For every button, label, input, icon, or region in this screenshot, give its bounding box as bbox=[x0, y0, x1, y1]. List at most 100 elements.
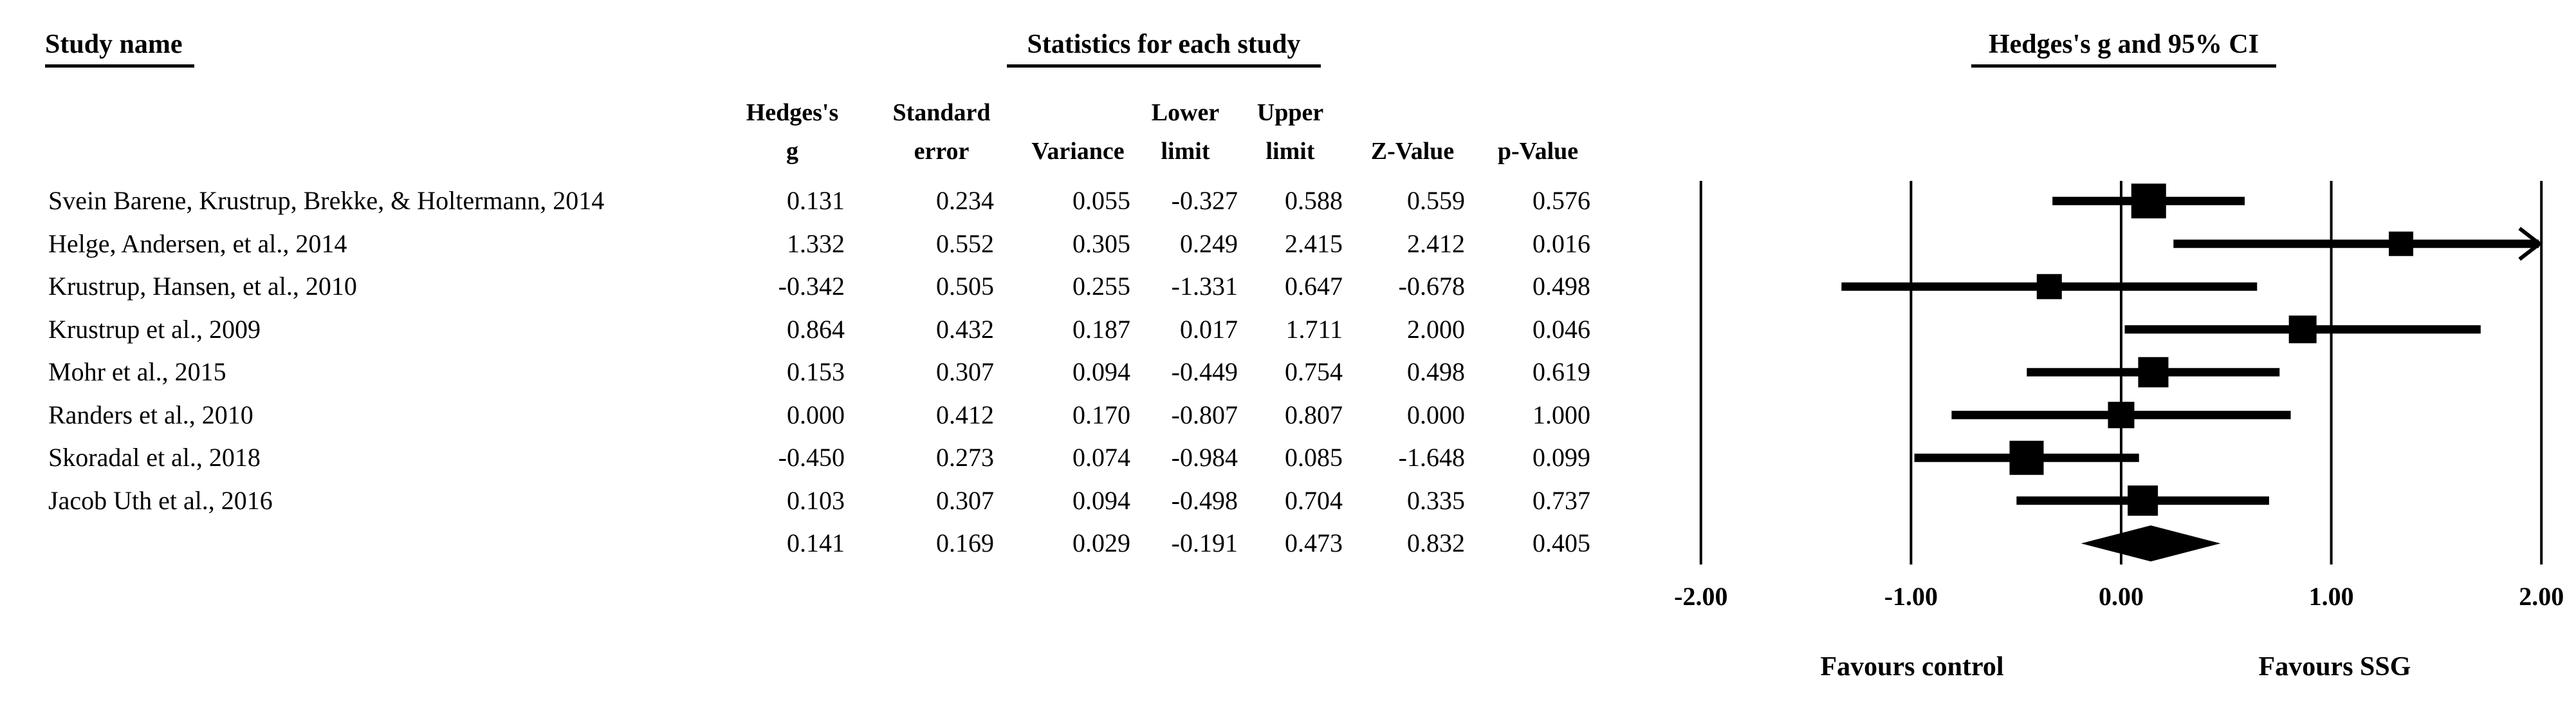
effect-marker bbox=[2138, 357, 2169, 388]
stat-cell-g: 0.141 bbox=[787, 528, 845, 557]
column-header-line2: g bbox=[786, 138, 798, 165]
column-header: Standard error bbox=[889, 93, 994, 171]
effect-marker bbox=[2009, 440, 2044, 475]
stat-cell-g: 0.864 bbox=[787, 314, 845, 344]
stat-cell-p: 0.405 bbox=[1532, 528, 1590, 557]
stat-cell-z: -1.648 bbox=[1398, 443, 1465, 472]
study-name-cell: Randers et al., 2010 bbox=[48, 400, 253, 429]
stat-cell-se: 0.432 bbox=[936, 314, 994, 344]
column-header: Variance bbox=[1026, 93, 1130, 171]
stat-column-z: 0.559 2.412 -0.678 2.000 0.498 0.000 -1.648 0.3… bbox=[1360, 180, 1465, 565]
effect-marker bbox=[2288, 315, 2317, 344]
stat-cell-z: 0.832 bbox=[1407, 528, 1465, 557]
column-header: Lower limit bbox=[1133, 93, 1238, 171]
stat-cell-p: 0.576 bbox=[1532, 186, 1590, 215]
stat-cell-p: 0.046 bbox=[1532, 314, 1590, 344]
effect-marker bbox=[2128, 485, 2158, 516]
study-name-cell: Skoradal et al., 2018 bbox=[48, 443, 261, 472]
statistics-section-title: Statistics for each study bbox=[1007, 30, 1321, 68]
stat-cell-p: 0.737 bbox=[1532, 485, 1590, 515]
x-axis-tick-label: -2.00 bbox=[1674, 582, 1728, 611]
stat-cell-lower: -1.331 bbox=[1171, 272, 1238, 301]
stat-cell-upper: 0.473 bbox=[1285, 528, 1343, 557]
study-name-cell: Krustrup et al., 2009 bbox=[48, 314, 261, 344]
stat-cell-se: 0.169 bbox=[936, 528, 994, 557]
study-name-cell: Svein Barene, Krustrup, Brekke, & Holter… bbox=[48, 186, 605, 215]
stat-column-lower: -0.327 0.249 -1.331 0.017 -0.449 -0.807 -0.984… bbox=[1133, 180, 1238, 565]
stat-cell-g: 0.000 bbox=[787, 400, 845, 429]
stat-cell-variance: 0.255 bbox=[1072, 272, 1130, 301]
stat-cell-se: 0.552 bbox=[936, 229, 994, 258]
stat-cell-z: 0.498 bbox=[1407, 357, 1465, 386]
stat-cell-p: 1.000 bbox=[1532, 400, 1590, 429]
stat-cell-se: 0.307 bbox=[936, 357, 994, 386]
favours-control-label: Favours control bbox=[1820, 652, 2004, 682]
stat-cell-se: 0.307 bbox=[936, 485, 994, 515]
stat-column-g: 0.131 1.332 -0.342 0.864 0.153 0.000 -0.450 0.1… bbox=[740, 180, 845, 565]
stat-cell-z: 0.559 bbox=[1407, 186, 1465, 215]
column-header: Hedges's g bbox=[740, 93, 845, 171]
ci-arrow bbox=[2518, 227, 2543, 261]
stat-cell-lower: 0.017 bbox=[1180, 314, 1238, 344]
stat-cell-se: 0.273 bbox=[936, 443, 994, 472]
stat-cell-variance: 0.094 bbox=[1072, 485, 1130, 515]
effect-marker bbox=[2389, 231, 2414, 256]
effect-marker bbox=[2108, 402, 2135, 429]
study-name-cell: Krustrup, Hansen, et al., 2010 bbox=[48, 272, 357, 301]
stat-cell-z: 0.000 bbox=[1407, 400, 1465, 429]
stat-cell-se: 0.505 bbox=[936, 272, 994, 301]
stat-cell-upper: 0.085 bbox=[1285, 443, 1343, 472]
stat-cell-g: -0.450 bbox=[778, 443, 845, 472]
study-name-column: Svein Barene, Krustrup, Brekke, & Holter… bbox=[48, 180, 730, 565]
stat-column-p: 0.576 0.016 0.498 0.046 0.619 1.000 0.099 0.737… bbox=[1486, 180, 1590, 565]
stat-column-upper: 0.588 2.415 0.647 1.711 0.754 0.807 0.085 0.704… bbox=[1238, 180, 1343, 565]
column-header-line1: Lower bbox=[1151, 99, 1220, 126]
stat-cell-se: 0.234 bbox=[936, 186, 994, 215]
stat-cell-g: -0.342 bbox=[778, 272, 845, 301]
stat-cell-z: 0.335 bbox=[1407, 485, 1465, 515]
stat-cell-upper: 2.415 bbox=[1285, 229, 1343, 258]
stat-cell-lower: -0.449 bbox=[1171, 357, 1238, 386]
stat-cell-upper: 0.807 bbox=[1285, 400, 1343, 429]
favours-ssg-label: Favours SSG bbox=[2258, 652, 2411, 682]
stat-cell-se: 0.412 bbox=[936, 400, 994, 429]
study-name-cell: Mohr et al., 2015 bbox=[48, 357, 226, 386]
column-header-line2: Variance bbox=[1031, 138, 1125, 165]
x-axis-tick-label: 2.00 bbox=[2519, 582, 2564, 611]
column-header-line2: error bbox=[914, 138, 970, 165]
stat-cell-p: 0.016 bbox=[1532, 229, 1590, 258]
stat-cell-p: 0.099 bbox=[1532, 443, 1590, 472]
stat-cell-variance: 0.029 bbox=[1072, 528, 1130, 557]
column-header-line1: Hedges's bbox=[746, 99, 839, 126]
stat-cell-upper: 1.711 bbox=[1285, 314, 1343, 344]
stat-cell-variance: 0.305 bbox=[1072, 229, 1130, 258]
stat-cell-upper: 0.704 bbox=[1285, 485, 1343, 515]
column-header-line2: Z-Value bbox=[1370, 138, 1455, 165]
stat-cell-variance: 0.187 bbox=[1072, 314, 1130, 344]
stat-cell-g: 1.332 bbox=[787, 229, 845, 258]
stat-cell-lower: -0.498 bbox=[1171, 485, 1238, 515]
x-axis-tick-label: -1.00 bbox=[1884, 582, 1938, 611]
stat-column-variance: 0.055 0.305 0.255 0.187 0.094 0.170 0.074 0.094… bbox=[1026, 180, 1130, 565]
column-header: p-Value bbox=[1486, 93, 1590, 171]
stat-cell-lower: -0.984 bbox=[1171, 443, 1238, 472]
stat-cell-lower: -0.191 bbox=[1171, 528, 1238, 557]
stat-cell-lower: -0.327 bbox=[1171, 186, 1238, 215]
effect-marker bbox=[2131, 183, 2166, 219]
column-header-line2: p-Value bbox=[1497, 138, 1579, 165]
stat-cell-variance: 0.055 bbox=[1072, 186, 1130, 215]
column-header-line2: limit bbox=[1265, 138, 1315, 165]
plot-section-title: Hedges's g and 95% CI bbox=[1971, 30, 2276, 68]
stat-cell-variance: 0.094 bbox=[1072, 357, 1130, 386]
stat-cell-lower: -0.807 bbox=[1171, 400, 1238, 429]
stat-cell-z: 2.000 bbox=[1407, 314, 1465, 344]
effect-marker bbox=[2036, 274, 2062, 299]
column-header-line2: limit bbox=[1161, 138, 1210, 165]
study-name-column-title: Study name bbox=[45, 30, 194, 68]
stat-cell-upper: 0.588 bbox=[1285, 186, 1343, 215]
column-header-line1: Standard bbox=[892, 99, 991, 126]
stat-cell-g: 0.131 bbox=[787, 186, 845, 215]
stat-cell-upper: 0.647 bbox=[1285, 272, 1343, 301]
